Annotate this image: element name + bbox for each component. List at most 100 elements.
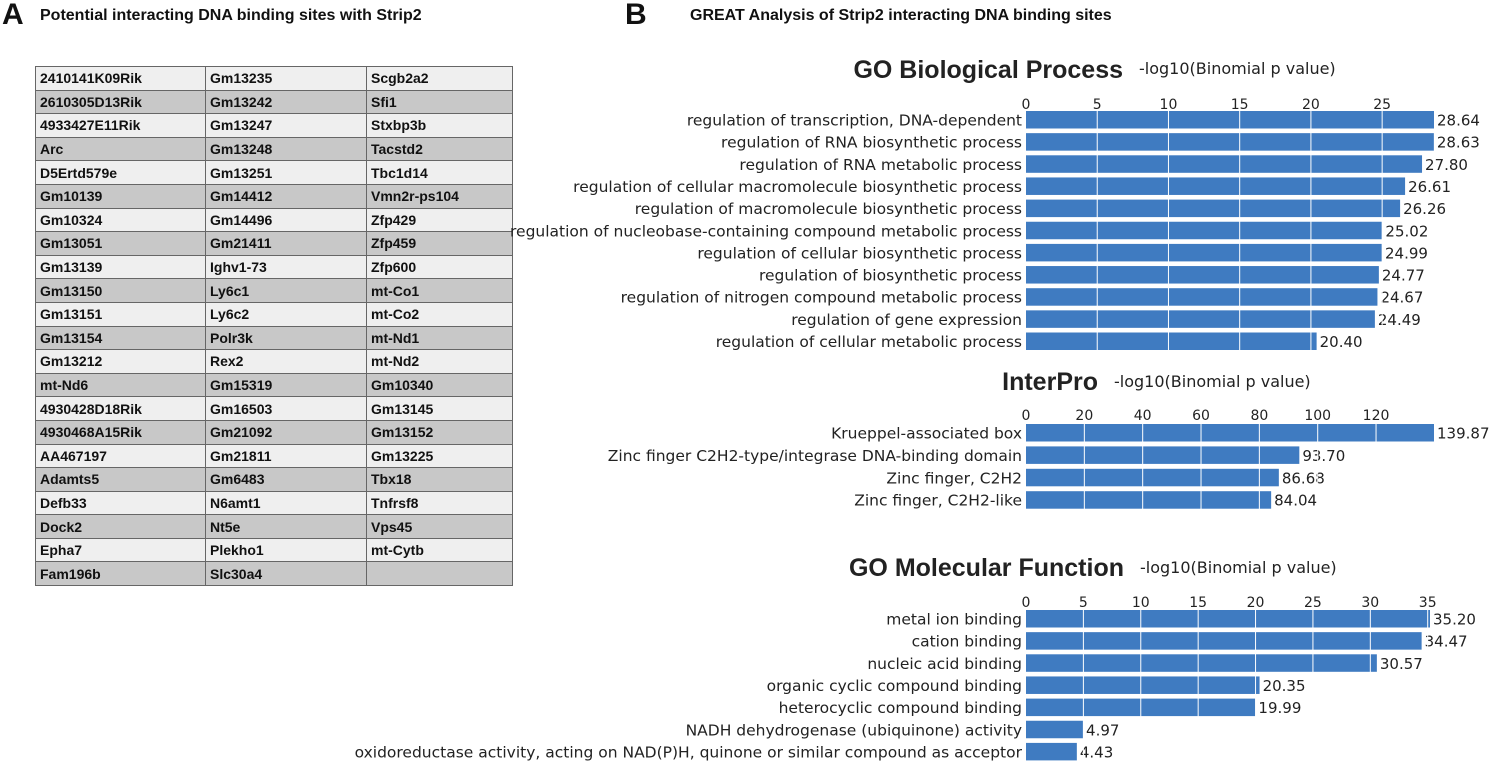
table-row: 4930468A15Rik Gm21092 Gm13152 bbox=[35, 419, 513, 445]
tick-label: 20 bbox=[1075, 408, 1093, 424]
gene-cell: 4933427E11Rik bbox=[35, 113, 206, 138]
gene-cell: Gm10340 bbox=[366, 372, 513, 398]
go-molecular-function-title: GO Molecular Function bbox=[849, 554, 1124, 582]
gene-cell: Stxbp3b bbox=[366, 113, 513, 138]
table-row: mt-Nd6 Gm15319 Gm10340 bbox=[35, 372, 513, 398]
category-label: Krueppel-associated box bbox=[831, 425, 1022, 443]
bar-krueppel-associated-box bbox=[1026, 424, 1434, 442]
gene-cell: Gm13225 bbox=[366, 443, 513, 469]
bar-regulation-of-rna-metabolic-process bbox=[1026, 155, 1423, 173]
table-row: Gm13051 Gm21411 Zfp459 bbox=[35, 231, 513, 256]
tick-label: 35 bbox=[1419, 595, 1437, 611]
gene-cell: Zfp600 bbox=[366, 254, 513, 280]
gene-cell: Fam196b bbox=[35, 561, 206, 587]
category-label: Zinc finger C2H2-type/integrase DNA-bind… bbox=[608, 447, 1022, 465]
gene-cell: mt-Nd1 bbox=[366, 325, 513, 351]
gene-cell: Gm14412 bbox=[205, 183, 367, 209]
gene-cell: mt-Cytb bbox=[366, 537, 513, 563]
gene-cell: Gm13248 bbox=[205, 136, 367, 162]
table-row: Gm13150 Ly6c1 mt-Co1 bbox=[35, 278, 513, 303]
bar-regulation-of-macromolecule-biosynthetic-process bbox=[1026, 199, 1401, 218]
tick-label: 120 bbox=[1363, 408, 1390, 424]
value-label: 20.40 bbox=[1320, 333, 1363, 351]
table-row: Fam196b Slc30a4 bbox=[35, 561, 513, 587]
category-label: metal ion binding bbox=[886, 611, 1022, 629]
category-label: organic cyclic compound binding bbox=[767, 677, 1022, 695]
tick-label: 20 bbox=[1247, 595, 1265, 611]
panel-a-title: Potential interacting DNA binding sites … bbox=[40, 7, 422, 24]
gene-cell: Gm13154 bbox=[35, 325, 206, 351]
gene-cell: Ly6c1 bbox=[205, 278, 367, 303]
gene-cell: Adamts5 bbox=[35, 467, 206, 492]
bar-regulation-of-cellular-biosynthetic-process bbox=[1026, 243, 1383, 262]
category-label: heterocyclic compound binding bbox=[779, 699, 1022, 717]
value-label: 35.20 bbox=[1433, 611, 1476, 629]
gene-cell: mt-Nd6 bbox=[35, 372, 206, 398]
gene-cell: Gm13139 bbox=[35, 254, 206, 280]
category-label: regulation of RNA metabolic process bbox=[739, 156, 1022, 174]
table-row: D5Ertd579e Gm13251 Tbc1d14 bbox=[35, 160, 513, 185]
table-row: Gm13139 Ighv1-73 Zfp600 bbox=[35, 254, 513, 280]
table-row: Gm13212 Rex2 mt-Nd2 bbox=[35, 349, 513, 374]
gene-cell: AA467197 bbox=[35, 443, 206, 469]
gene-cell: Zfp429 bbox=[366, 207, 513, 233]
gene-cell: Gm21811 bbox=[205, 443, 367, 469]
gene-cell: Gm13151 bbox=[35, 301, 206, 327]
value-label: 84.04 bbox=[1274, 492, 1317, 510]
gene-cell: Rex2 bbox=[205, 349, 367, 374]
gene-cell: 2410141K09Rik bbox=[35, 66, 206, 91]
category-label: regulation of macromolecule biosynthetic… bbox=[635, 200, 1022, 218]
gene-cell: mt-Nd2 bbox=[366, 349, 513, 374]
table-row: Gm10139 Gm14412 Vmn2r-ps104 bbox=[35, 183, 513, 209]
gene-cell: mt-Co1 bbox=[366, 278, 513, 303]
bar-regulation-of-biosynthetic-process bbox=[1026, 266, 1379, 284]
gene-cell: Gm21411 bbox=[205, 231, 367, 256]
category-label: NADH dehydrogenase (ubiquinone) activity bbox=[686, 721, 1022, 739]
category-label: regulation of biosynthetic process bbox=[759, 267, 1022, 285]
gene-cell: Gm16503 bbox=[205, 396, 367, 421]
tick-label: 15 bbox=[1231, 97, 1249, 113]
go-biological-process-title: GO Biological Process bbox=[853, 56, 1123, 84]
gene-cell: Polr3k bbox=[205, 325, 367, 351]
gene-cell: Gm13242 bbox=[205, 89, 367, 115]
tick-label: 20 bbox=[1302, 97, 1320, 113]
value-label: 34.47 bbox=[1425, 633, 1468, 651]
tick-label: 15 bbox=[1189, 595, 1207, 611]
bar-regulation-of-cellular-macromolecule-biosynthetic-process bbox=[1026, 177, 1406, 195]
gene-cell: Sfi1 bbox=[366, 89, 513, 115]
value-label: 24.77 bbox=[1382, 267, 1425, 285]
table-row: Defb33 N6amt1 Tnfrsf8 bbox=[35, 490, 513, 516]
tick-label: 30 bbox=[1361, 595, 1379, 611]
gene-cell: 4930468A15Rik bbox=[35, 419, 206, 445]
table-row: Gm13154 Polr3k mt-Nd1 bbox=[35, 325, 513, 351]
category-label: regulation of nitrogen compound metaboli… bbox=[621, 289, 1022, 307]
tick-label: 0 bbox=[1022, 97, 1031, 113]
gene-cell: Slc30a4 bbox=[205, 561, 367, 587]
gene-cell: Tbc1d14 bbox=[366, 160, 513, 185]
gene-cell: Gm13251 bbox=[205, 160, 367, 185]
gene-cell: Gm13235 bbox=[205, 66, 367, 91]
bar-regulation-of-rna-biosynthetic-process bbox=[1026, 133, 1434, 151]
gene-cell: Gm13145 bbox=[366, 396, 513, 421]
bar-regulation-of-transcription-dna-dependent bbox=[1026, 111, 1434, 129]
table-row: Dock2 Nt5e Vps45 bbox=[35, 514, 513, 539]
tick-label: 5 bbox=[1093, 97, 1102, 113]
value-label: 28.63 bbox=[1437, 134, 1480, 152]
gene-cell: Scgb2a2 bbox=[366, 66, 513, 91]
gene-cell: Tbx18 bbox=[366, 467, 513, 492]
tick-label: 25 bbox=[1373, 97, 1391, 113]
value-label: 24.67 bbox=[1380, 289, 1423, 307]
category-label: Zinc finger, C2H2 bbox=[886, 469, 1022, 487]
bar-regulation-of-nitrogen-compound-metabolic-process bbox=[1026, 288, 1378, 306]
category-label: cation binding bbox=[912, 633, 1022, 651]
table-row: 4930428D18Rik Gm16503 Gm13145 bbox=[35, 396, 513, 421]
category-label: regulation of gene expression bbox=[791, 311, 1022, 329]
bar-regulation-of-gene-expression bbox=[1026, 310, 1375, 328]
gene-cell: Gm13152 bbox=[366, 419, 513, 445]
gene-cell: Vmn2r-ps104 bbox=[366, 183, 513, 209]
value-label: 28.64 bbox=[1437, 112, 1480, 130]
category-label: regulation of cellular biosynthetic proc… bbox=[697, 244, 1022, 262]
table-row: Epha7 Plekho1 mt-Cytb bbox=[35, 537, 513, 563]
bar-metal-ion-binding bbox=[1026, 610, 1430, 628]
tick-label: 5 bbox=[1079, 595, 1088, 611]
